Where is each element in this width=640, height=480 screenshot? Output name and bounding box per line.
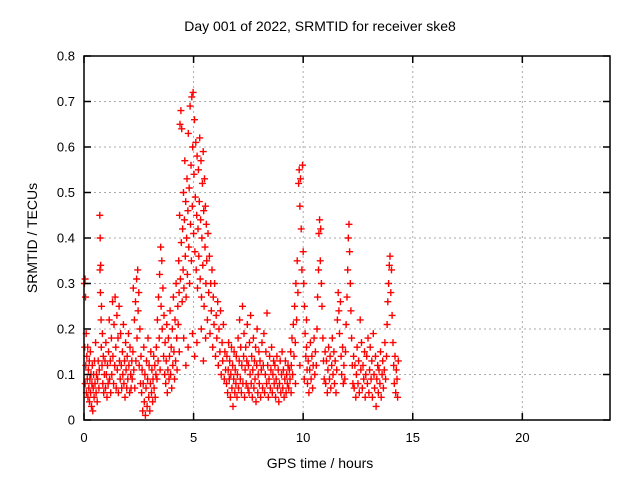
y-tick-label: 0.1: [57, 367, 75, 382]
x-tick-label: 15: [406, 430, 420, 445]
scatter-points-layer: [80, 88, 402, 419]
y-tick-label: 0.7: [57, 94, 75, 109]
y-tick-label: 0.8: [57, 49, 75, 64]
x-tick-label: 10: [296, 430, 310, 445]
y-tick-label: 0.2: [57, 322, 75, 337]
x-tick-label: 5: [190, 430, 197, 445]
chart-title: Day 001 of 2022, SRMTID for receiver ske…: [184, 18, 456, 34]
y-tick-label: 0.3: [57, 276, 75, 291]
x-tick-label: 20: [515, 430, 529, 445]
gridlines: [84, 56, 610, 420]
tick-marks: [83, 55, 610, 421]
scatter-points: [80, 88, 402, 419]
y-tick-label: 0: [68, 413, 75, 428]
y-tick-label: 0.6: [57, 140, 75, 155]
y-tick-label: 0.4: [57, 231, 75, 246]
x-tick-label: 0: [80, 430, 87, 445]
y-tick-label: 0.5: [57, 185, 75, 200]
x-axis-label: GPS time / hours: [267, 455, 374, 471]
axis-layer: 0 5 10 15 20 0 0.1 0.2 0.3 0.4 0.5 0.6 0.7 0.8: [57, 49, 611, 445]
grid-layer: [84, 56, 610, 420]
y-axis-label: SRMTID / TECUs: [24, 183, 40, 293]
